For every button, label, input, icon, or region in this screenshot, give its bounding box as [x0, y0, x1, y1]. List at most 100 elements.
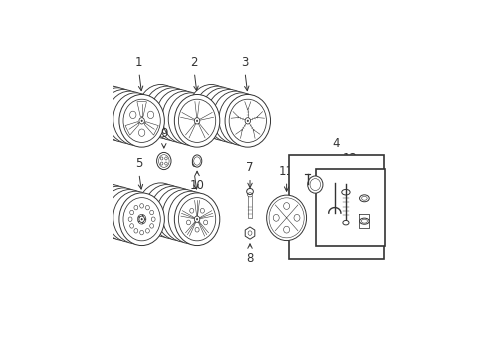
Ellipse shape: [360, 195, 369, 202]
Ellipse shape: [145, 219, 146, 220]
Ellipse shape: [139, 118, 145, 124]
Ellipse shape: [128, 217, 132, 221]
Ellipse shape: [160, 157, 163, 160]
Ellipse shape: [156, 188, 201, 240]
Ellipse shape: [284, 203, 290, 210]
Text: 10: 10: [190, 179, 204, 192]
Ellipse shape: [267, 195, 307, 240]
Ellipse shape: [157, 152, 171, 170]
Text: 9: 9: [160, 127, 168, 140]
Ellipse shape: [141, 219, 142, 220]
Ellipse shape: [195, 216, 200, 222]
Ellipse shape: [150, 186, 196, 239]
Ellipse shape: [134, 229, 138, 233]
Ellipse shape: [139, 216, 145, 222]
Ellipse shape: [196, 219, 198, 220]
Ellipse shape: [160, 162, 163, 165]
FancyBboxPatch shape: [289, 156, 384, 260]
Ellipse shape: [168, 191, 214, 244]
Text: 5: 5: [135, 157, 143, 170]
Ellipse shape: [204, 220, 208, 225]
Ellipse shape: [195, 227, 199, 232]
Ellipse shape: [162, 91, 208, 144]
Text: 2: 2: [191, 56, 198, 69]
Ellipse shape: [219, 93, 265, 145]
Ellipse shape: [343, 220, 349, 225]
Ellipse shape: [200, 208, 204, 213]
Ellipse shape: [360, 218, 369, 224]
Ellipse shape: [178, 198, 216, 241]
Text: 8: 8: [246, 252, 254, 265]
Ellipse shape: [174, 94, 220, 147]
Ellipse shape: [107, 91, 152, 144]
Ellipse shape: [88, 185, 134, 237]
Ellipse shape: [146, 229, 149, 233]
Ellipse shape: [119, 193, 164, 246]
Ellipse shape: [190, 208, 194, 213]
Text: 1: 1: [135, 56, 143, 69]
Ellipse shape: [82, 85, 128, 137]
Ellipse shape: [141, 218, 143, 221]
Ellipse shape: [273, 215, 279, 221]
Ellipse shape: [144, 185, 189, 237]
Ellipse shape: [308, 176, 323, 193]
Ellipse shape: [107, 190, 152, 242]
Ellipse shape: [113, 191, 158, 244]
Text: 3: 3: [242, 56, 249, 69]
Text: 4: 4: [333, 138, 340, 150]
Ellipse shape: [140, 204, 144, 208]
FancyBboxPatch shape: [316, 169, 385, 246]
Ellipse shape: [150, 210, 153, 215]
Ellipse shape: [123, 198, 160, 241]
Ellipse shape: [82, 183, 128, 235]
Ellipse shape: [100, 188, 146, 240]
Ellipse shape: [141, 120, 142, 122]
Ellipse shape: [113, 93, 158, 145]
Ellipse shape: [119, 94, 164, 147]
Ellipse shape: [156, 90, 201, 142]
Ellipse shape: [213, 91, 258, 144]
Ellipse shape: [95, 186, 140, 239]
Ellipse shape: [150, 224, 153, 228]
Ellipse shape: [196, 120, 198, 122]
Ellipse shape: [187, 220, 191, 225]
Ellipse shape: [88, 86, 134, 139]
Ellipse shape: [165, 162, 167, 165]
Ellipse shape: [142, 222, 143, 224]
Text: 6: 6: [191, 157, 198, 170]
Ellipse shape: [195, 118, 200, 124]
Ellipse shape: [123, 99, 160, 143]
Ellipse shape: [229, 99, 267, 143]
Ellipse shape: [245, 118, 250, 124]
Ellipse shape: [178, 99, 216, 143]
Ellipse shape: [189, 85, 234, 137]
Ellipse shape: [207, 90, 252, 142]
Ellipse shape: [225, 94, 270, 147]
Ellipse shape: [174, 193, 220, 246]
Ellipse shape: [165, 157, 167, 160]
Ellipse shape: [138, 183, 183, 235]
Ellipse shape: [284, 226, 290, 233]
Ellipse shape: [130, 224, 134, 228]
Ellipse shape: [151, 217, 155, 221]
Ellipse shape: [201, 88, 246, 140]
Ellipse shape: [193, 155, 202, 167]
Ellipse shape: [134, 206, 138, 210]
Text: 12: 12: [343, 152, 358, 165]
Ellipse shape: [140, 230, 144, 235]
Ellipse shape: [168, 93, 214, 145]
Ellipse shape: [130, 210, 134, 215]
Ellipse shape: [294, 215, 300, 221]
Text: 11: 11: [279, 165, 294, 178]
Ellipse shape: [247, 120, 248, 122]
Ellipse shape: [162, 190, 208, 242]
Polygon shape: [245, 227, 255, 239]
Ellipse shape: [95, 88, 140, 140]
Ellipse shape: [100, 90, 146, 142]
Ellipse shape: [146, 206, 149, 210]
Ellipse shape: [195, 86, 240, 139]
Ellipse shape: [150, 88, 196, 140]
Ellipse shape: [246, 188, 253, 194]
Ellipse shape: [138, 85, 183, 137]
Ellipse shape: [144, 86, 189, 139]
